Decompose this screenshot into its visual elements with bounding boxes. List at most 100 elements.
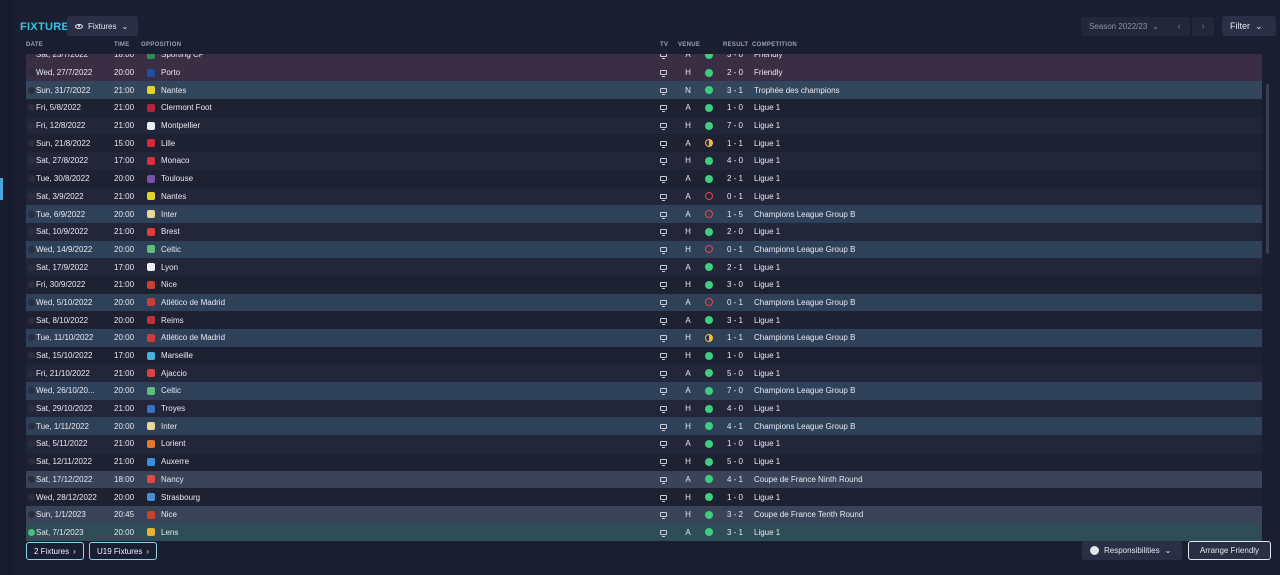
fixture-score[interactable]: 3 - 0 (726, 54, 743, 60)
fixture-score[interactable]: 2 - 1 (726, 262, 743, 272)
fixture-score[interactable]: 1 - 0 (726, 103, 743, 113)
competition-link[interactable]: Champions League Group B (754, 244, 856, 254)
opposition-link[interactable]: Ajaccio (161, 368, 187, 378)
opposition-link[interactable]: Lyon (161, 262, 179, 272)
opposition-link[interactable]: Celtic (161, 386, 182, 396)
column-result[interactable]: RESULT (723, 42, 749, 48)
competition-link[interactable]: Ligue 1 (754, 262, 781, 272)
table-row[interactable]: Sat, 23/7/2022 18:00 Sporting CP A 3 - 0 Frie… (26, 54, 1262, 64)
competition-link[interactable]: Ligue 1 (754, 174, 781, 184)
opposition-link[interactable]: Sporting CP (161, 54, 205, 60)
competition-link[interactable]: Champions League Group B (754, 209, 856, 219)
opposition-link[interactable]: Inter (161, 421, 178, 431)
opposition-link[interactable]: Lorient (161, 439, 186, 449)
column-tv[interactable]: TV (660, 42, 669, 48)
competition-link[interactable]: Ligue 1 (754, 138, 781, 148)
table-row[interactable]: Fri, 12/8/2022 21:00 Montpellier H 7 - 0 Ligu… (26, 116, 1262, 135)
competition-link[interactable]: Ligue 1 (754, 457, 781, 467)
fixture-score[interactable]: 4 - 0 (726, 404, 743, 414)
column-time[interactable]: TIME (114, 42, 130, 48)
competition-link[interactable]: Ligue 1 (754, 492, 781, 502)
competition-link[interactable]: Champions League Group B (754, 421, 856, 431)
table-row[interactable]: Tue, 11/10/2022 20:00 Atlético de Madrid H 1… (26, 329, 1262, 347)
column-competition[interactable]: COMPETITION (752, 42, 797, 48)
table-row[interactable]: Sat, 10/9/2022 21:00 Brest H 2 - 0 Ligue 1 (26, 222, 1262, 241)
fixture-score[interactable]: 1 - 0 (726, 439, 743, 449)
competition-link[interactable]: Ligue 1 (754, 351, 781, 361)
opposition-link[interactable]: Nancy (161, 474, 184, 484)
competition-link[interactable]: Ligue 1 (754, 404, 781, 414)
competition-link[interactable]: Ligue 1 (754, 227, 781, 237)
competition-link[interactable]: Ligue 1 (754, 439, 781, 449)
competition-link[interactable]: Ligue 1 (754, 103, 781, 113)
next-season-button[interactable]: › (1192, 17, 1214, 36)
opposition-link[interactable]: Montpellier (161, 121, 201, 131)
competition-link[interactable]: Friendly (754, 54, 783, 60)
competition-link[interactable]: Friendly (754, 68, 783, 78)
opposition-link[interactable]: Inter (161, 209, 178, 219)
opposition-link[interactable]: Nice (161, 510, 178, 520)
opposition-link[interactable]: Auxerre (161, 457, 190, 467)
u19-fixtures-button[interactable]: U19 Fixtures › (89, 542, 158, 560)
fixture-score[interactable]: 5 - 0 (726, 457, 743, 467)
fixture-score[interactable]: 0 - 1 (726, 244, 743, 254)
responsibilities-button[interactable]: Responsibilities ⌄ (1082, 541, 1182, 560)
season-selector[interactable]: Season 2022/23 ⌄ (1081, 17, 1189, 36)
table-row[interactable]: Tue, 6/9/2022 20:00 Inter A 1 - 5 Champions L… (26, 205, 1262, 223)
fixture-score[interactable]: 0 - 1 (726, 297, 743, 307)
fixture-score[interactable]: 7 - 0 (726, 386, 743, 396)
table-row[interactable]: Wed, 28/12/2022 20:00 Strasbourg H 1 - 0 Ligu… (26, 488, 1262, 506)
competition-link[interactable]: Ligue 1 (754, 156, 781, 166)
table-row[interactable]: Fri, 21/10/2022 21:00 Ajaccio A 5 - 0 Ligue 1 (26, 364, 1262, 383)
table-row[interactable]: Sat, 15/10/2022 17:00 Marseille H 1 - 0 Ligue… (26, 346, 1262, 365)
fixture-score[interactable]: 3 - 1 (726, 315, 743, 325)
fixture-score[interactable]: 5 - 0 (726, 368, 743, 378)
fixture-score[interactable]: 1 - 0 (726, 351, 743, 361)
view-selector-button[interactable]: Fixtures ⌄ (67, 16, 139, 36)
fixture-score[interactable]: 4 - 1 (726, 421, 743, 431)
filter-button[interactable]: Filter ⌄ (1222, 16, 1276, 36)
scrollbar[interactable] (1266, 84, 1269, 254)
competition-link[interactable]: Ligue 1 (754, 191, 781, 201)
competition-link[interactable]: Champions League Group B (754, 386, 856, 396)
opposition-link[interactable]: Toulouse (161, 174, 194, 184)
fixture-score[interactable]: 7 - 0 (726, 121, 743, 131)
opposition-link[interactable]: Troyes (161, 404, 186, 414)
opposition-link[interactable]: Lille (161, 138, 176, 148)
table-row[interactable]: Sat, 27/8/2022 17:00 Monaco H 4 - 0 Ligue 1 (26, 152, 1262, 170)
opposition-link[interactable]: Celtic (161, 244, 182, 254)
table-row[interactable]: Sat, 3/9/2022 21:00 Nantes A 0 - 1 Ligue 1 (26, 187, 1262, 206)
fixture-score[interactable]: 2 - 0 (726, 227, 743, 237)
table-row[interactable]: Wed, 26/10/20... 20:00 Celtic A 7 - 0 Champio… (26, 382, 1262, 400)
competition-link[interactable]: Coupe de France Tenth Round (754, 510, 864, 520)
fixture-score[interactable]: 2 - 0 (726, 68, 743, 78)
column-venue[interactable]: VENUE (678, 42, 701, 48)
opposition-link[interactable]: Clermont Foot (161, 103, 212, 113)
table-row[interactable]: Fri, 5/8/2022 21:00 Clermont Foot A 1 - 0 Lig… (26, 99, 1262, 117)
table-row[interactable]: Wed, 27/7/2022 20:00 Porto H 2 - 0 Friendly (26, 63, 1262, 82)
fixture-score[interactable]: 3 - 0 (726, 280, 743, 290)
fixture-score[interactable]: 3 - 2 (726, 510, 743, 520)
table-row[interactable]: Sat, 8/10/2022 20:00 Reims A 3 - 1 Ligue 1 (26, 311, 1262, 329)
table-row[interactable]: Sat, 29/10/2022 21:00 Troyes H 4 - 0 Ligue 1 (26, 399, 1262, 418)
previous-season-button[interactable]: ‹ (1168, 17, 1190, 36)
table-row[interactable]: Sun, 21/8/2022 15:00 Lille A 1 - 1 Ligue 1 (26, 134, 1262, 153)
opposition-link[interactable]: Strasbourg (161, 492, 201, 502)
table-row[interactable]: Fri, 30/9/2022 21:00 Nice H 3 - 0 Ligue 1 (26, 275, 1262, 294)
table-row[interactable]: Sat, 17/9/2022 17:00 Lyon A 2 - 1 Ligue 1 (26, 258, 1262, 276)
table-row[interactable]: Wed, 14/9/2022 20:00 Celtic H 0 - 1 Champions… (26, 240, 1262, 259)
fixture-score[interactable]: 3 - 1 (726, 85, 743, 95)
opposition-link[interactable]: Marseille (161, 351, 194, 361)
competition-link[interactable]: Ligue 1 (754, 368, 781, 378)
competition-link[interactable]: Ligue 1 (754, 315, 781, 325)
opposition-link[interactable]: Porto (161, 68, 181, 78)
competition-link[interactable]: Ligue 1 (754, 121, 781, 131)
table-row[interactable]: Tue, 30/8/2022 20:00 Toulouse A 2 - 1 Ligue 1 (26, 169, 1262, 188)
fixture-score[interactable]: 1 - 5 (726, 209, 743, 219)
opposition-link[interactable]: Nantes (161, 85, 187, 95)
fixture-score[interactable]: 2 - 1 (726, 174, 743, 184)
table-row[interactable]: Sun, 31/7/2022 21:00 Nantes N 3 - 1 Trophée d… (26, 81, 1262, 100)
fixture-score[interactable]: 1 - 0 (726, 492, 743, 502)
fixtures-count-button[interactable]: 2 Fixtures › (26, 542, 84, 560)
opposition-link[interactable]: Brest (161, 227, 180, 237)
